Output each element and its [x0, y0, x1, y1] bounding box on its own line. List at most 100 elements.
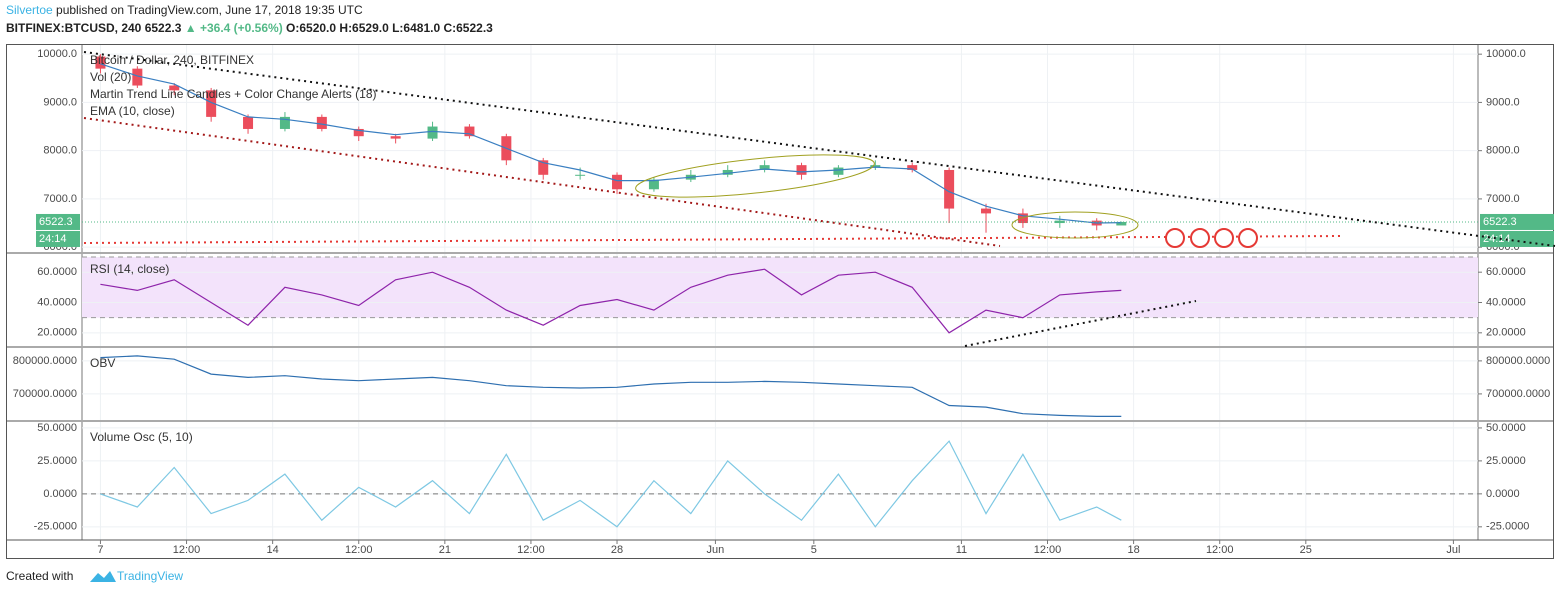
price-tag-label: 6522.3	[1483, 216, 1517, 228]
y-tick-label: 0.0000	[43, 488, 77, 500]
x-tick-label: 12:00	[1034, 544, 1062, 556]
candle-body	[833, 167, 844, 175]
pane-title: RSI (14, close)	[90, 262, 169, 276]
y-tick-label: 9000.0	[43, 96, 77, 108]
x-tick-label: 12:00	[345, 544, 373, 556]
price-tag	[36, 213, 80, 230]
series-line	[100, 63, 1122, 224]
x-tick-label: 12:00	[1206, 544, 1234, 556]
candle-body	[575, 174, 586, 176]
candle-body	[1054, 220, 1065, 224]
candle-body	[95, 56, 106, 69]
logo	[90, 571, 116, 582]
candle-body	[722, 169, 733, 175]
ohlc: O:6520.0 H:6529.0 L:6481.0 C:6522.3	[286, 21, 493, 35]
x-tick-label: 5	[811, 544, 817, 556]
x-tick-label: Jul	[1446, 544, 1460, 556]
header-line: Silvertoe published on TradingView.com, …	[6, 3, 363, 17]
candle-body	[759, 165, 770, 170]
candle-body	[1116, 221, 1127, 226]
x-tick-label: 25	[1300, 544, 1312, 556]
last: 6522.3	[145, 21, 182, 35]
y-tick-label: 60.0000	[1486, 266, 1526, 278]
y-tick-label: 0.0000	[1486, 488, 1520, 500]
x-tick-label: 18	[1127, 544, 1139, 556]
footer-brand[interactable]: TradingView	[117, 569, 183, 583]
candle-body	[169, 85, 180, 91]
pane-title: OBV	[90, 356, 115, 370]
x-tick-label: 28	[611, 544, 623, 556]
y-tick-label: -25.0000	[34, 521, 77, 533]
footer: Created with TradingView	[6, 569, 183, 583]
candle-body	[944, 169, 955, 209]
y-tick-label: 50.0000	[1486, 422, 1526, 434]
candle-body	[612, 174, 623, 190]
x-tick-label: Jun	[707, 544, 725, 556]
y-tick-label: 8000.0	[43, 145, 77, 157]
price-tag-label: 6522.3	[39, 216, 73, 228]
series-line	[100, 268, 1122, 334]
pane-title: Bitcoin / Dollar, 240, BITFINEX	[90, 53, 254, 67]
y-tick-label: 9000.0	[1486, 96, 1520, 108]
candle-body	[1017, 213, 1028, 224]
y-tick-label: 7000.0	[1486, 193, 1520, 205]
pane-title: Volume Osc (5, 10)	[90, 430, 193, 444]
countdown-label: 24:14	[1483, 233, 1511, 245]
y-tick-label: 800000.0000	[1486, 355, 1550, 367]
series-line	[100, 440, 1122, 528]
y-tick-label: -25.0000	[1486, 521, 1529, 533]
trend-line	[83, 51, 1556, 247]
x-tick-label: 21	[439, 544, 451, 556]
y-tick-label: 20.0000	[1486, 327, 1526, 339]
author[interactable]: Silvertoe	[6, 3, 53, 17]
plot-layer: 6000.06000.07000.07000.08000.08000.09000…	[7, 45, 1554, 556]
change: ▲ +36.4 (+0.56%)	[185, 21, 283, 35]
ellipse	[635, 154, 875, 198]
x-tick-label: 12:00	[173, 544, 201, 556]
published: published on TradingView.com, June 17, 2…	[56, 3, 363, 17]
x-tick-label: 14	[267, 544, 279, 556]
y-tick-label: 40.0000	[1486, 296, 1526, 308]
candle-body	[538, 160, 549, 175]
y-tick-label: 8000.0	[1486, 145, 1520, 157]
ellipse	[1011, 211, 1139, 239]
y-tick-label: 10000.0	[1486, 48, 1526, 60]
countdown-tag	[36, 230, 80, 247]
legend-entry: EMA (10, close)	[90, 104, 175, 118]
x-tick-label: 7	[97, 544, 103, 556]
candle-body	[132, 68, 143, 86]
y-tick-label: 40.0000	[37, 296, 77, 308]
x-tick-label: 11	[956, 544, 967, 556]
candle-body	[981, 208, 992, 214]
candle-body	[353, 128, 364, 137]
y-tick-label: 25.0000	[37, 455, 77, 467]
y-tick-label: 50.0000	[37, 422, 77, 434]
candle-body	[279, 116, 290, 129]
price-tag	[1480, 213, 1554, 230]
y-tick-label: 60.0000	[37, 266, 77, 278]
symbol-line: BITFINEX:BTCUSD, 240 6522.3 ▲ +36.4 (+0.…	[6, 21, 493, 35]
series-line	[100, 355, 1122, 417]
candle-body	[907, 165, 918, 170]
y-tick-label: 700000.0000	[1486, 388, 1550, 400]
y-tick-label: 7000.0	[43, 193, 77, 205]
y-tick-label: 25.0000	[1486, 455, 1526, 467]
rsi-band	[82, 257, 1478, 318]
symbol: BITFINEX:BTCUSD, 240	[6, 21, 142, 35]
candle-body	[796, 165, 807, 175]
trend-line	[83, 117, 1001, 247]
candle-body	[427, 126, 438, 139]
countdown-label: 24:14	[39, 233, 67, 245]
x-tick-label: 12:00	[517, 544, 545, 556]
y-tick-label: 800000.0000	[13, 355, 77, 367]
event-icons	[1165, 228, 1258, 248]
candle-body	[648, 179, 659, 190]
y-tick-label: 20.0000	[37, 327, 77, 339]
y-tick-label: 10000.0	[37, 48, 77, 60]
candle-body	[243, 116, 254, 129]
candle-body	[390, 136, 401, 139]
y-tick-label: 700000.0000	[13, 388, 77, 400]
candle-body	[870, 165, 881, 168]
candle-body	[206, 90, 217, 117]
